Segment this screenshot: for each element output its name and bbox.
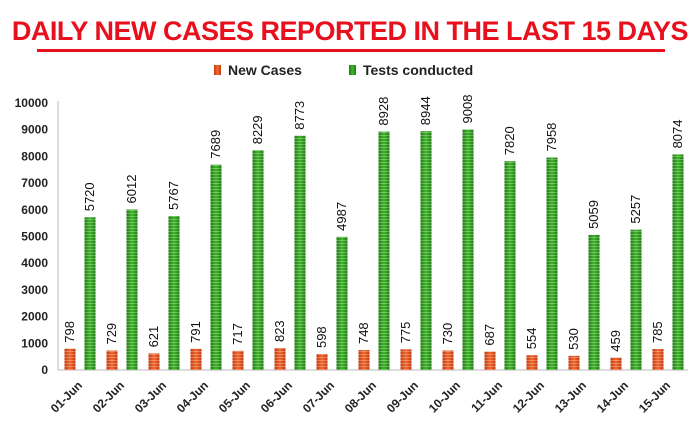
data-label-new-cases: 530: [566, 328, 581, 350]
data-label-new-cases: 717: [230, 323, 245, 345]
bar-new-cases-texture: [484, 351, 496, 370]
bar-tests-conducted-texture: [420, 131, 432, 370]
data-label-tests-conducted: 4987: [334, 202, 349, 231]
data-label-new-cases: 459: [608, 330, 623, 352]
bar-new-cases-texture: [316, 354, 328, 370]
data-label-tests-conducted: 8944: [418, 96, 433, 125]
data-label-new-cases: 687: [482, 324, 497, 346]
bar-tests-conducted-texture: [588, 234, 600, 370]
data-label-tests-conducted: 8928: [376, 97, 391, 126]
data-label-tests-conducted: 8229: [250, 115, 265, 144]
legend-swatch-2: [349, 65, 356, 75]
data-label-new-cases: 730: [440, 323, 455, 345]
y-axis: 0 1000 2000 3000 4000 5000 6000 7000 8000 9000 100…: [15, 96, 59, 377]
bars: 798 5720 729 6012 621 5767 791 7689 717 8229 823 87…: [62, 95, 685, 370]
bar-new-cases-texture: [610, 357, 622, 370]
data-label-tests-conducted: 5059: [586, 200, 601, 229]
x-tick-label: 10-Jun: [426, 378, 463, 415]
bar-new-cases-texture: [442, 350, 454, 370]
data-label-tests-conducted: 9008: [460, 95, 475, 124]
y-tick-label: 3000: [21, 283, 48, 297]
bar-tests-conducted-texture: [252, 150, 264, 370]
bar-new-cases-texture: [568, 355, 580, 370]
bar-tests-conducted-texture: [336, 236, 348, 370]
data-label-tests-conducted: 8773: [292, 101, 307, 130]
data-label-new-cases: 554: [524, 328, 539, 350]
chart-title: DAILY NEW CASES REPORTED IN THE LAST 15 …: [11, 16, 689, 46]
data-label-new-cases: 621: [146, 326, 161, 348]
y-tick-label: 9000: [21, 123, 48, 137]
data-label-new-cases: 775: [398, 322, 413, 344]
bar-tests-conducted-texture: [546, 157, 558, 370]
y-tick-label: 5000: [21, 230, 48, 244]
x-axis: 01-Jun 02-Jun 03-Jun 04-Jun 05-Jun 06-Jun 07-J…: [48, 369, 688, 415]
bar-tests-conducted-texture: [672, 154, 684, 370]
x-tick-label: 03-Jun: [132, 378, 169, 415]
bar-new-cases-texture: [652, 349, 664, 370]
y-tick-label: 2000: [21, 310, 48, 324]
bar-tests-conducted-texture: [630, 229, 642, 370]
legend-label-2: Tests conducted: [363, 62, 473, 78]
bar-new-cases-texture: [64, 348, 76, 370]
x-tick-label: 04-Jun: [174, 378, 211, 415]
data-label-tests-conducted: 5720: [82, 182, 97, 211]
y-tick-label: 0: [41, 363, 48, 377]
y-tick-label: 8000: [21, 149, 48, 163]
data-label-tests-conducted: 7820: [502, 126, 517, 155]
data-label-tests-conducted: 7958: [544, 123, 559, 152]
x-tick-label: 08-Jun: [342, 378, 379, 415]
data-label-new-cases: 823: [272, 320, 287, 342]
y-tick-label: 4000: [21, 256, 48, 270]
bar-tests-conducted-texture: [378, 131, 390, 370]
bar-new-cases-texture: [190, 348, 202, 370]
bar-tests-conducted-texture: [210, 164, 222, 370]
bar-new-cases-texture: [274, 348, 286, 370]
bar-tests-conducted-texture: [84, 217, 96, 370]
data-label-new-cases: 729: [104, 323, 119, 345]
x-tick-label: 07-Jun: [300, 378, 337, 415]
data-label-tests-conducted: 5257: [628, 195, 643, 224]
legend-label-1: New Cases: [228, 62, 302, 78]
legend: New Cases Tests conducted: [214, 62, 473, 78]
bar-new-cases-texture: [106, 350, 118, 370]
x-tick-label: 11-Jun: [468, 378, 505, 415]
data-label-new-cases: 785: [650, 321, 665, 343]
x-tick-label: 02-Jun: [90, 378, 127, 415]
title-underline: [37, 49, 665, 52]
data-label-tests-conducted: 5767: [166, 181, 181, 210]
bar-tests-conducted-texture: [168, 216, 180, 370]
bar-new-cases-texture: [400, 349, 412, 370]
bar-tests-conducted-texture: [294, 135, 306, 370]
bar-tests-conducted-texture: [462, 129, 474, 370]
x-tick-label: 05-Jun: [216, 378, 253, 415]
data-label-new-cases: 748: [356, 322, 371, 344]
bar-tests-conducted-texture: [504, 161, 516, 370]
y-tick-label: 10000: [15, 96, 49, 110]
x-tick-label: 06-Jun: [258, 378, 295, 415]
x-tick-label: 13-Jun: [552, 378, 589, 415]
x-tick-label: 01-Jun: [48, 378, 85, 415]
bar-new-cases-texture: [148, 353, 160, 370]
y-tick-label: 7000: [21, 176, 48, 190]
legend-swatch-1: [214, 65, 221, 75]
data-label-tests-conducted: 6012: [124, 175, 139, 204]
x-tick-label: 14-Jun: [594, 378, 631, 415]
x-tick-label: 09-Jun: [384, 378, 421, 415]
bar-new-cases-texture: [358, 350, 370, 370]
y-tick-label: 6000: [21, 203, 48, 217]
data-label-new-cases: 798: [62, 321, 77, 343]
data-label-tests-conducted: 8074: [670, 120, 685, 149]
x-tick-label: 15-Jun: [636, 378, 673, 415]
y-tick-label: 1000: [21, 336, 48, 350]
data-label-tests-conducted: 7689: [208, 130, 223, 159]
data-label-new-cases: 791: [188, 321, 203, 343]
x-tick-label: 12-Jun: [510, 378, 547, 415]
bar-tests-conducted-texture: [126, 209, 138, 370]
bar-new-cases-texture: [232, 350, 244, 370]
data-label-new-cases: 598: [314, 326, 329, 348]
bar-new-cases-texture: [526, 355, 538, 370]
